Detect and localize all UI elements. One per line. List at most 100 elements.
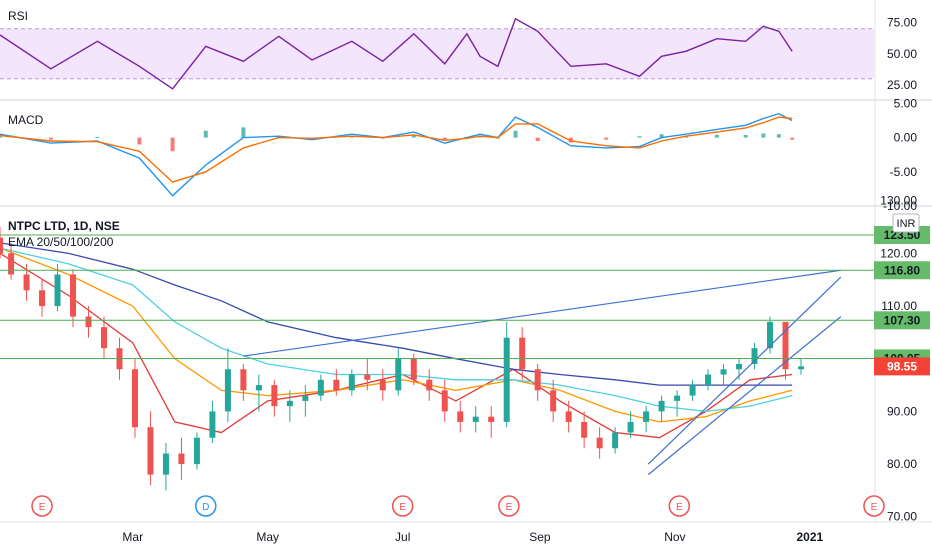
candle-body[interactable] — [441, 390, 448, 412]
candle-body[interactable] — [286, 400, 293, 407]
rsi-tick-label: 75.00 — [887, 16, 917, 30]
level-price-tag-label: 116.80 — [884, 263, 920, 277]
candle-body[interactable] — [472, 416, 479, 422]
candle-body[interactable] — [658, 400, 665, 412]
candle-body[interactable] — [782, 321, 789, 370]
level-price-tag[interactable] — [874, 311, 930, 330]
macd-histogram-bar[interactable] — [714, 134, 719, 138]
candle-body[interactable] — [302, 395, 309, 401]
candle-body[interactable] — [503, 337, 510, 422]
candle-body[interactable] — [255, 385, 262, 391]
candle-body[interactable] — [240, 369, 247, 391]
earnings-event-marker[interactable] — [498, 495, 520, 517]
candle-body[interactable] — [162, 453, 169, 475]
candle-body[interactable] — [705, 374, 712, 386]
candle-body[interactable] — [8, 253, 15, 275]
level-price-tag-label: 107.30 — [884, 313, 921, 327]
level-price-tag[interactable] — [874, 261, 930, 280]
ema-50-line[interactable] — [0, 247, 793, 423]
macd-histogram-bar[interactable] — [241, 127, 246, 138]
candle-body[interactable] — [736, 364, 743, 370]
earnings-event-marker[interactable] — [391, 495, 414, 517]
candle-body[interactable] — [612, 432, 619, 449]
candle-body[interactable] — [317, 379, 324, 396]
macd-histogram-bar[interactable] — [411, 134, 416, 138]
candle-body[interactable] — [426, 379, 433, 391]
macd-histogram-bar[interactable] — [743, 134, 748, 138]
candle-body[interactable] — [379, 379, 386, 391]
macd-histogram-bar[interactable] — [535, 137, 540, 142]
candle-body[interactable] — [364, 374, 371, 380]
macd-histogram-bar[interactable] — [48, 137, 53, 140]
trendline[interactable] — [243, 269, 841, 357]
indicator-title[interactable]: EMA 20/50/100/200 — [8, 235, 114, 249]
candle-body[interactable] — [689, 385, 696, 396]
trendline[interactable] — [647, 316, 842, 476]
dividend-event-letter: D — [202, 502, 209, 513]
macd-histogram-bar[interactable] — [761, 133, 766, 138]
candle-body[interactable] — [39, 290, 46, 307]
macd-histogram-bar[interactable] — [776, 134, 781, 138]
candle-body[interactable] — [131, 369, 138, 428]
candle-body[interactable] — [0, 237, 3, 254]
candle-body[interactable] — [519, 337, 526, 370]
candle-body[interactable] — [54, 274, 61, 307]
macd-histogram-bar[interactable] — [442, 137, 447, 141]
candle-body[interactable] — [333, 379, 340, 391]
candle-body[interactable] — [797, 366, 804, 370]
candle-body[interactable] — [224, 369, 231, 412]
candle-body[interactable] — [581, 421, 588, 438]
earnings-event-marker[interactable] — [31, 495, 53, 517]
macd-signal-line[interactable] — [0, 116, 793, 183]
macd-histogram-bar[interactable] — [137, 137, 142, 145]
earnings-event-letter: E — [399, 502, 406, 513]
candle-body[interactable] — [395, 358, 402, 391]
ema-200-line[interactable] — [0, 242, 793, 386]
candle-body[interactable] — [751, 348, 758, 364]
candle-body[interactable] — [193, 437, 200, 465]
candle-body[interactable] — [147, 427, 154, 475]
macd-histogram-bar[interactable] — [568, 137, 573, 143]
earnings-event-marker[interactable] — [863, 495, 885, 517]
candle-body[interactable] — [565, 411, 572, 422]
macd-histogram-bar[interactable] — [0, 136, 2, 138]
macd-histogram-bar[interactable] — [95, 136, 100, 138]
macd-histogram-bar[interactable] — [790, 137, 795, 140]
candle-body[interactable] — [178, 453, 185, 465]
macd-histogram-bar[interactable] — [604, 137, 609, 140]
last-price-tag[interactable] — [874, 357, 930, 376]
candle-body[interactable] — [410, 358, 417, 380]
candle-body[interactable] — [348, 374, 355, 391]
dividend-event-marker[interactable] — [195, 495, 217, 517]
candle-body[interactable] — [767, 321, 774, 349]
currency-badge[interactable]: INR — [892, 213, 920, 233]
earnings-event-marker[interactable] — [668, 495, 691, 517]
candle-body[interactable] — [674, 395, 681, 401]
candle-body[interactable] — [85, 316, 92, 328]
symbol-title[interactable]: NTPC LTD, 1D, NSE — [8, 219, 120, 233]
candle-body[interactable] — [550, 390, 557, 412]
macd-histogram-bar[interactable] — [203, 130, 208, 138]
macd-histogram-bar[interactable] — [513, 130, 518, 138]
candle-body[interactable] — [271, 385, 278, 407]
candle-body[interactable] — [534, 369, 541, 391]
candle-body[interactable] — [627, 421, 634, 433]
candle-body[interactable] — [23, 274, 30, 291]
candle-body[interactable] — [596, 437, 603, 449]
candle-body[interactable] — [643, 411, 650, 422]
candle-body[interactable] — [100, 327, 107, 349]
macd-histogram-bar[interactable] — [659, 134, 664, 138]
candle-body[interactable] — [457, 411, 464, 422]
macd-histogram-bar[interactable] — [637, 136, 642, 138]
candle-body[interactable] — [209, 411, 216, 438]
macd-histogram-bar[interactable] — [170, 137, 175, 152]
candle-body[interactable] — [488, 416, 495, 422]
candle-body[interactable] — [70, 274, 77, 317]
candle-body[interactable] — [720, 369, 727, 375]
rsi-line[interactable] — [0, 17, 793, 90]
price-tick-label: 70.00 — [887, 510, 917, 524]
trendline[interactable] — [647, 276, 842, 465]
macd-line[interactable] — [0, 112, 793, 197]
